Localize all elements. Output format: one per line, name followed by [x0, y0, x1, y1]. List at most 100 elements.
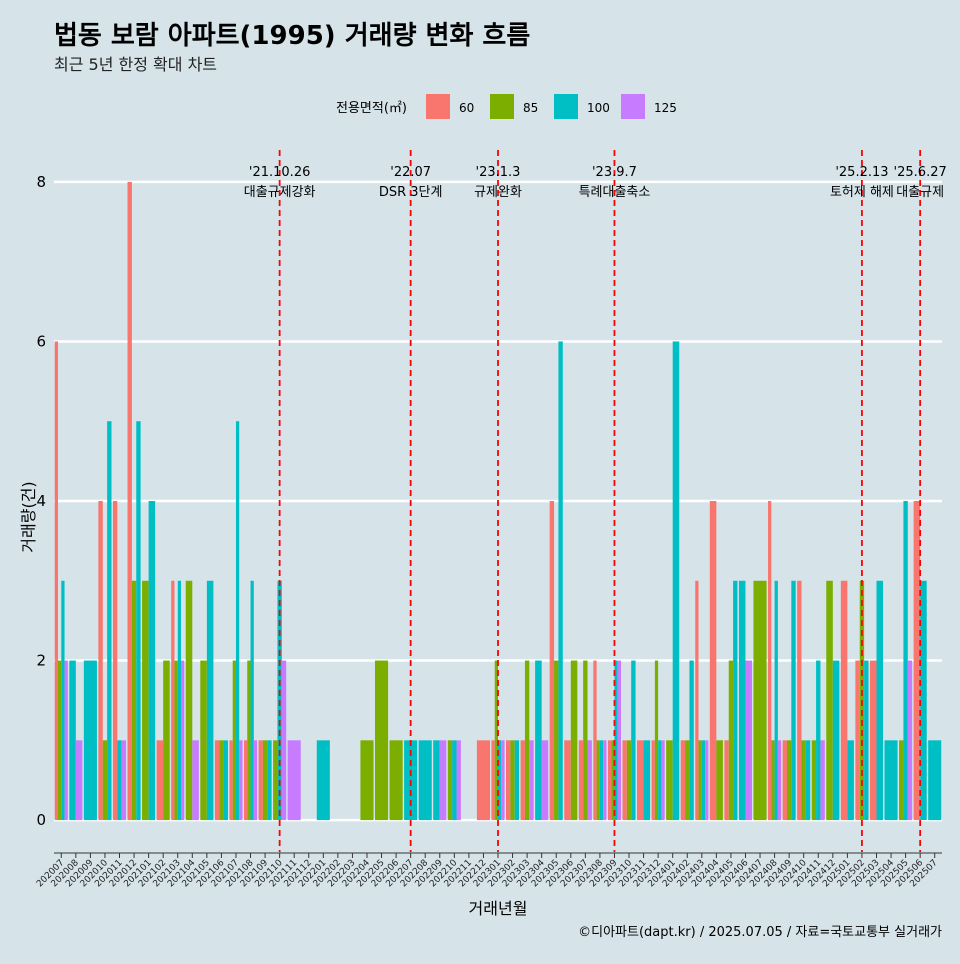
bar [360, 740, 374, 821]
bar [439, 740, 447, 821]
bar [786, 740, 792, 821]
bar [174, 660, 178, 821]
bar [98, 501, 103, 821]
bar [452, 740, 457, 821]
bar [200, 660, 207, 821]
bar [64, 660, 68, 821]
bar [791, 580, 796, 821]
bar [456, 740, 461, 821]
bar [899, 740, 904, 821]
bar [811, 740, 817, 821]
x-axis-title: 거래년월 [469, 899, 528, 918]
bar [869, 660, 877, 821]
bar [549, 501, 555, 821]
bar [578, 740, 584, 821]
bar [797, 580, 802, 821]
bar [58, 660, 62, 821]
bar [163, 660, 170, 821]
bar [418, 740, 432, 821]
bar [69, 660, 76, 821]
event-date: '23.9.7 [592, 165, 637, 180]
bar [185, 580, 193, 821]
bar [258, 740, 263, 821]
bar [840, 580, 848, 821]
bar [498, 740, 502, 821]
bar [903, 501, 908, 821]
bar [514, 740, 520, 821]
bar [599, 740, 604, 821]
y-tick-label: 4 [36, 492, 46, 510]
bar [820, 740, 825, 821]
bar [587, 740, 592, 821]
legend-label: 60 [459, 101, 474, 115]
bar [287, 740, 301, 821]
bar [651, 740, 655, 821]
bar [247, 660, 251, 821]
bar [855, 660, 860, 821]
bar [685, 740, 690, 821]
bar [774, 580, 778, 821]
bar [593, 660, 597, 821]
bar [131, 580, 137, 821]
bar [643, 740, 651, 821]
bar [701, 740, 706, 821]
bar [622, 740, 627, 821]
bar [243, 740, 248, 821]
bar [661, 740, 665, 821]
bar [570, 660, 578, 821]
bar [666, 740, 673, 821]
bar [907, 660, 913, 821]
legend-swatch [554, 94, 578, 119]
bar [273, 740, 278, 821]
bar [112, 501, 118, 821]
legend-swatch [621, 94, 645, 119]
bar [389, 740, 403, 821]
bar [695, 580, 699, 821]
y-tick-label: 6 [36, 332, 46, 350]
bar [728, 660, 734, 821]
bar [433, 740, 440, 821]
bar [192, 740, 199, 821]
bar [501, 740, 505, 821]
event-date: '23.1.3 [476, 165, 521, 180]
y-tick-label: 2 [36, 652, 46, 670]
event-date: '21.10.26 [249, 165, 310, 180]
bar [603, 740, 607, 821]
bar [262, 740, 268, 821]
bar [777, 740, 782, 821]
bar [558, 341, 563, 821]
bar [281, 660, 287, 821]
bar [267, 740, 272, 821]
bar [753, 580, 767, 821]
bar [117, 740, 122, 821]
bar [607, 740, 612, 821]
bar [745, 660, 753, 821]
bar [733, 580, 738, 821]
legend-swatch [490, 94, 514, 119]
bar [637, 740, 644, 821]
bar [564, 740, 571, 821]
event-label: 규제완화 [474, 185, 522, 200]
event-label: 대출규제 [896, 185, 944, 200]
bar [876, 580, 884, 821]
bar [148, 501, 156, 821]
bar [801, 740, 806, 821]
bar [782, 740, 787, 821]
bar [229, 740, 233, 821]
bar [805, 740, 811, 821]
bar [223, 740, 228, 821]
bar [136, 421, 141, 821]
bar [253, 740, 258, 821]
bar [672, 341, 680, 821]
bar [142, 580, 149, 821]
legend-title: 전용면적(㎡) [336, 101, 407, 116]
bar [75, 740, 83, 821]
legend-label: 125 [654, 101, 677, 115]
chart-subtitle: 최근 5년 한정 확대 차트 [54, 55, 217, 74]
bar [698, 740, 702, 821]
bar [177, 580, 182, 821]
event-label: DSR 3단계 [379, 185, 443, 200]
bar [554, 660, 559, 821]
bar [826, 580, 833, 821]
caption: ©디아파트(dapt.kr) / 2025.07.05 / 자료=국토교통부 실… [578, 925, 942, 940]
